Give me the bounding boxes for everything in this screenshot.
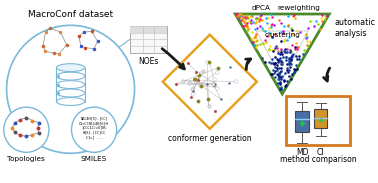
- Ellipse shape: [56, 72, 85, 80]
- Text: N2C4H{5}-[CC]
C1=C(N1C4H{6}H
[CCC1C)=O[NC
H{6}-[CC]CC
C1=] ...: N2C4H{5}-[CC] C1=C(N1C4H{6}H [CCC1C)=O[N…: [79, 117, 109, 139]
- Ellipse shape: [56, 81, 85, 89]
- Text: automatic
analysis: automatic analysis: [334, 18, 375, 38]
- Ellipse shape: [56, 64, 85, 72]
- Text: Topologies: Topologies: [8, 156, 45, 162]
- Text: dPCA: dPCA: [252, 5, 271, 11]
- Text: conformer generation: conformer generation: [168, 135, 252, 143]
- FancyBboxPatch shape: [314, 109, 327, 128]
- Text: MacroConf dataset: MacroConf dataset: [28, 10, 113, 18]
- Ellipse shape: [56, 98, 85, 105]
- Text: clustering: clustering: [264, 32, 300, 38]
- FancyBboxPatch shape: [130, 26, 167, 53]
- Text: SMILES: SMILES: [81, 156, 107, 162]
- FancyBboxPatch shape: [296, 111, 308, 132]
- Polygon shape: [163, 35, 257, 129]
- Text: method comparison: method comparison: [280, 155, 356, 164]
- Text: MD: MD: [296, 148, 308, 157]
- Circle shape: [6, 25, 135, 153]
- Text: CI: CI: [317, 148, 325, 157]
- FancyBboxPatch shape: [286, 96, 350, 145]
- Text: NOEs: NOEs: [138, 57, 159, 66]
- Text: reweighting: reweighting: [278, 5, 321, 11]
- FancyBboxPatch shape: [130, 26, 167, 33]
- Bar: [56, 68, 85, 102]
- Ellipse shape: [56, 89, 85, 97]
- Polygon shape: [256, 31, 308, 80]
- Circle shape: [4, 107, 49, 152]
- Circle shape: [71, 107, 117, 152]
- Polygon shape: [235, 14, 329, 94]
